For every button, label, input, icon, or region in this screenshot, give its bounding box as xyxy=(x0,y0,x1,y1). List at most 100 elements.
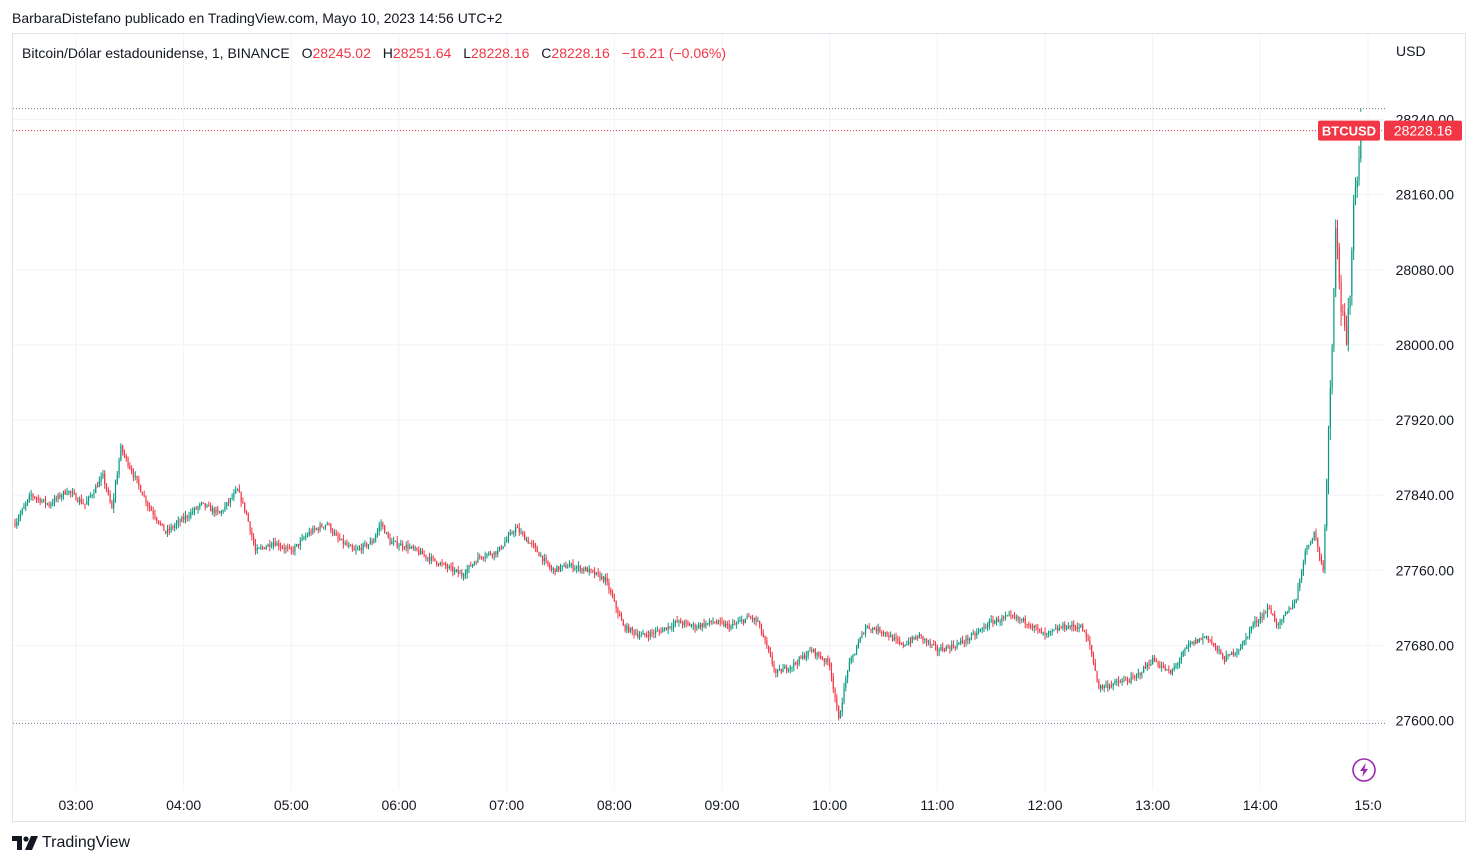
chart-frame[interactable] xyxy=(12,33,1466,822)
candle-body xyxy=(394,540,397,542)
candle-body xyxy=(213,508,215,514)
price-tag-layer: BTCUSD 28228.16 xyxy=(1318,120,1462,141)
candle-body xyxy=(1315,532,1317,540)
candle-body xyxy=(820,655,822,659)
candle-body xyxy=(500,546,502,549)
candle-body xyxy=(1130,676,1132,682)
candle-body xyxy=(482,557,484,559)
candle-body xyxy=(620,616,623,621)
candle-body xyxy=(414,547,416,549)
tradingview-logo[interactable]: TradingView xyxy=(12,834,130,852)
candle-body xyxy=(1141,672,1143,676)
candle-body xyxy=(1211,640,1213,644)
candle-body xyxy=(992,619,994,624)
candle-body xyxy=(450,566,452,568)
candle-body xyxy=(660,631,662,633)
candle-body xyxy=(436,561,438,565)
candle-body xyxy=(777,670,779,674)
candle-body xyxy=(805,655,807,659)
candle-body xyxy=(114,484,117,499)
price-tick-label: 27760.00 xyxy=(1396,562,1455,578)
candle-body xyxy=(269,544,271,547)
candle-body xyxy=(626,625,628,631)
candle-body xyxy=(628,625,630,633)
candle-body xyxy=(355,549,357,551)
candle-body xyxy=(1200,638,1202,640)
candle-body xyxy=(454,569,456,572)
candle-body xyxy=(942,647,944,651)
candle-body xyxy=(753,618,755,620)
candle-body xyxy=(393,541,395,543)
candle-body xyxy=(855,648,858,654)
candle-body xyxy=(940,647,942,651)
candle-body xyxy=(665,627,667,630)
candle-body xyxy=(721,621,723,623)
candle-body xyxy=(186,515,188,518)
currency-label[interactable]: USD xyxy=(1396,43,1426,59)
candle-body xyxy=(1056,628,1059,631)
candle-body xyxy=(972,633,974,635)
candle-body xyxy=(978,630,980,633)
candle-body xyxy=(1103,685,1105,688)
candle-body xyxy=(46,503,48,505)
candle-body xyxy=(549,564,551,569)
candle-body xyxy=(376,530,379,536)
candle-body xyxy=(285,547,287,550)
candle-body xyxy=(314,528,316,530)
candle-body xyxy=(786,666,788,671)
candle-body xyxy=(262,547,264,549)
candle-body xyxy=(741,619,743,621)
candle-body xyxy=(199,504,201,507)
candle-body xyxy=(471,564,474,567)
candle-body xyxy=(120,445,122,461)
candle-body xyxy=(791,666,793,668)
candle-body xyxy=(579,566,581,571)
candle-body xyxy=(1338,247,1340,282)
candle-body xyxy=(267,544,269,547)
candle-body xyxy=(970,634,973,639)
candle-body xyxy=(768,646,770,651)
candle-body xyxy=(403,547,405,549)
candle-body xyxy=(714,622,716,624)
candle-body xyxy=(1286,612,1288,614)
candle-body xyxy=(531,542,533,544)
candle-body xyxy=(148,505,151,508)
candle-body xyxy=(75,493,77,501)
candle-body xyxy=(1266,607,1269,613)
candle-body xyxy=(337,535,339,539)
candle-body xyxy=(317,528,319,531)
candle-body xyxy=(640,634,642,636)
candle-body xyxy=(141,492,144,496)
candle-body xyxy=(226,502,228,507)
candle-body xyxy=(649,632,651,637)
candle-body xyxy=(656,630,659,632)
candle-body xyxy=(613,597,615,601)
candle-body xyxy=(1089,640,1091,645)
candle-body xyxy=(739,620,741,622)
candle-body xyxy=(1026,623,1028,625)
candle-body xyxy=(1186,646,1188,649)
candle-body xyxy=(1189,643,1191,645)
candle-body xyxy=(1335,228,1337,289)
candle-body xyxy=(823,659,825,662)
candle-body xyxy=(206,505,208,507)
flash-icon[interactable] xyxy=(1352,758,1376,782)
candle-body xyxy=(1101,685,1104,688)
price-axis: 27600.00 27680.00 27760.00 27840.00 27920.00… xyxy=(1396,112,1455,729)
candle-body xyxy=(70,491,72,493)
candle-body xyxy=(16,521,18,527)
candle-body xyxy=(326,523,328,525)
candle-body xyxy=(565,564,567,569)
candle-body xyxy=(473,562,475,565)
candle-body xyxy=(983,626,985,628)
candle-body xyxy=(1248,629,1251,637)
candle-body xyxy=(330,524,332,532)
candle-body xyxy=(1259,616,1261,622)
candle-body xyxy=(925,639,928,642)
candle-body xyxy=(674,620,676,624)
candle-body xyxy=(134,475,136,477)
candle-body xyxy=(1166,669,1168,671)
candle-body xyxy=(816,652,818,656)
candle-body xyxy=(1067,625,1069,629)
